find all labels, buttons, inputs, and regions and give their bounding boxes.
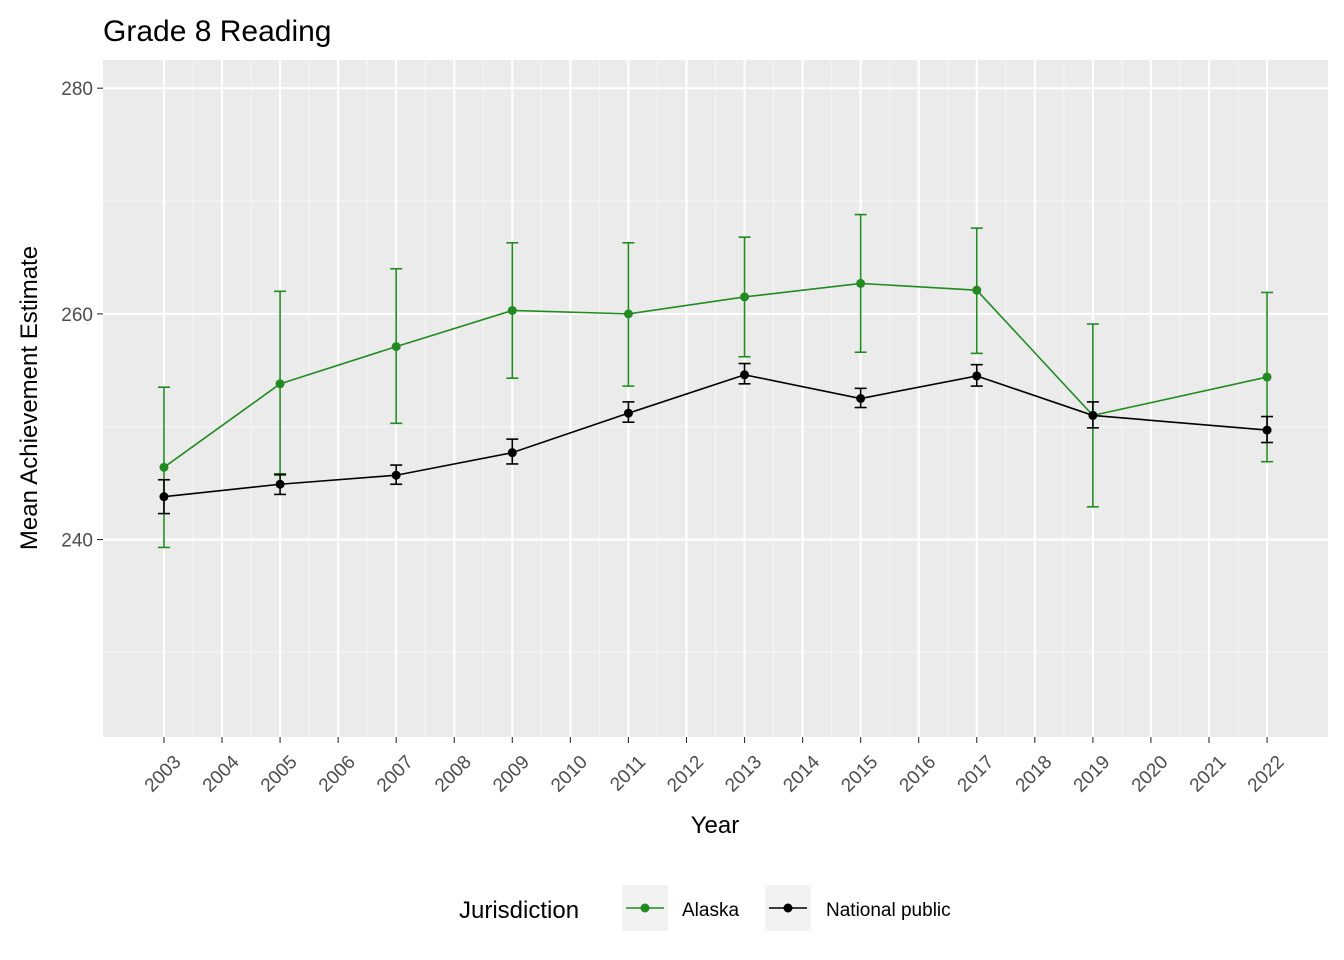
chart-title: Grade 8 Reading <box>103 15 332 48</box>
legend-label-alaska: Alaska <box>682 900 739 921</box>
data-point-national-public <box>507 448 517 458</box>
x-tick-label: 2014 <box>779 751 824 796</box>
x-tick-label: 2021 <box>1186 752 1231 797</box>
y-tick-label: 260 <box>61 305 93 326</box>
y-axis-title: Mean Achievement Estimate <box>16 246 43 550</box>
data-point-alaska <box>159 462 169 472</box>
x-tick-label: 2011 <box>606 752 650 796</box>
data-point-alaska <box>972 285 982 295</box>
data-point-alaska <box>275 379 285 389</box>
data-point-national-public <box>972 371 982 381</box>
legend: Jurisdiction Alaska National public <box>459 885 951 931</box>
legend-key-point <box>640 903 650 913</box>
x-tick-label: 2005 <box>257 752 302 797</box>
x-tick-label: 2006 <box>315 752 360 797</box>
data-point-national-public <box>159 492 169 502</box>
x-tick-label: 2013 <box>721 752 766 797</box>
grid-minor-x <box>192 60 1239 737</box>
data-point-national-public <box>1262 425 1272 435</box>
x-tick-label: 2020 <box>1128 752 1173 797</box>
x-axis: 2003 2004 2005 2006 2007 2008 2009 2010 2011 2012… <box>141 737 1289 796</box>
legend-title: Jurisdiction <box>459 897 579 924</box>
legend-label-national-public: National public <box>826 900 951 921</box>
data-point-alaska <box>740 292 750 302</box>
x-tick-label: 2007 <box>373 752 418 797</box>
data-point-national-public <box>856 394 866 403</box>
x-axis-title: Year <box>691 812 740 839</box>
x-tick-label: 2009 <box>489 752 534 797</box>
legend-key-alaska <box>622 885 668 931</box>
x-tick-label: 2008 <box>431 752 476 797</box>
y-tick-label: 240 <box>61 531 93 552</box>
x-tick-label: 2010 <box>547 752 592 797</box>
data-point-national-public <box>623 408 633 418</box>
x-tick-label: 2015 <box>837 752 882 797</box>
x-tick-label: 2004 <box>199 751 244 796</box>
x-tick-label: 2012 <box>663 752 708 797</box>
x-tick-label: 2003 <box>141 752 186 797</box>
data-point-national-public <box>1088 410 1098 420</box>
data-point-alaska <box>623 309 633 319</box>
x-tick-label: 2019 <box>1070 752 1115 797</box>
data-point-national-public <box>740 370 750 380</box>
data-point-national-public <box>275 479 285 489</box>
legend-items: Alaska National public <box>622 885 951 931</box>
data-point-national-public <box>391 470 401 480</box>
grid-major <box>103 60 1328 737</box>
x-tick-label: 2018 <box>1012 752 1057 797</box>
data-point-alaska <box>507 305 517 315</box>
data-point-alaska <box>391 342 401 352</box>
series-line-national-public <box>163 373 1268 498</box>
x-tick-label: 2016 <box>896 752 941 797</box>
data-point-alaska <box>856 278 866 288</box>
series-layer <box>157 213 1274 549</box>
legend-key-national-public <box>765 885 811 931</box>
data-point-alaska <box>1262 372 1272 382</box>
legend-key-point <box>783 903 793 913</box>
grid-minor-y <box>103 200 1328 653</box>
y-tick-label: 280 <box>61 79 93 100</box>
x-tick-label: 2017 <box>954 752 999 797</box>
y-axis: 240 260 280 <box>61 79 103 552</box>
x-tick-label: 2022 <box>1244 752 1289 797</box>
series-line-alaska <box>163 282 1268 468</box>
